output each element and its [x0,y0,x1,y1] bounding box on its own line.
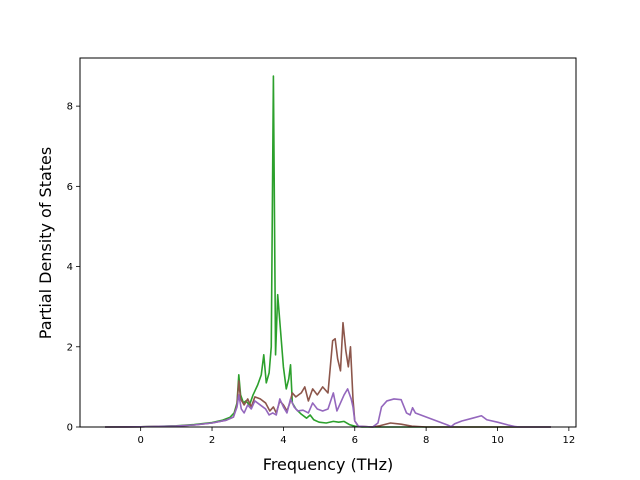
x-tick-label: 10 [491,435,504,446]
y-tick-label: 0 [67,423,73,434]
y-axis-label: Partial Density of States [36,147,55,339]
x-tick-label: 0 [137,435,143,446]
x-axis-label: Frequency (THz) [263,455,393,474]
series-line-3 [104,388,552,428]
x-axis: 0 2 4 6 8 10 12 [137,427,575,446]
x-tick-label: 2 [209,435,215,446]
y-tick-label: 4 [67,262,73,273]
x-tick-label: 4 [280,435,286,446]
x-tick-label: 6 [352,435,358,446]
y-axis: 0 2 4 6 8 [67,102,80,434]
series-layer [104,75,552,428]
y-tick-label: 8 [67,102,73,113]
x-tick-label: 12 [562,435,575,446]
x-tick-label: 8 [423,435,429,446]
y-tick-label: 6 [67,182,73,193]
plot-frame [79,57,577,428]
y-tick-label: 2 [67,342,73,353]
plot-area [80,58,576,427]
